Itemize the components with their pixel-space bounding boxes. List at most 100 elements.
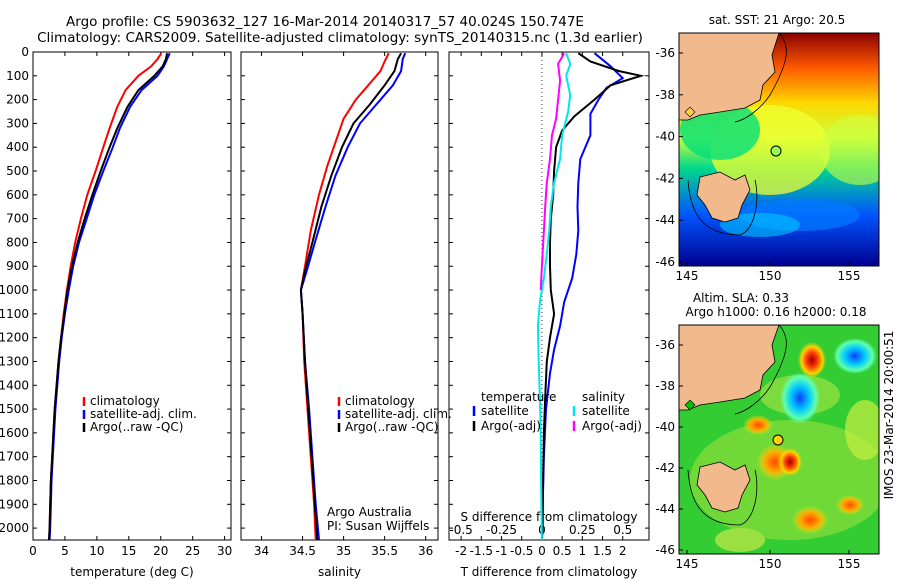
map-y-tick-label: -44 xyxy=(655,502,675,516)
x-tick-label: 36 xyxy=(418,544,433,558)
sla-map: Altim. SLA: 0.33 Argo h1000: 0.16 h2000:… xyxy=(655,291,880,571)
legend-climatology: climatology xyxy=(90,394,160,408)
plot-frame xyxy=(240,51,439,541)
y-tick-label: 900 xyxy=(6,259,29,273)
series-line-argo xyxy=(48,53,169,541)
salinity-legend: climatology satellite-adj. clim. Argo(..… xyxy=(327,394,452,533)
x-tick-label: 1.5 xyxy=(593,544,612,558)
legend-satellite: satellite-adj. clim. xyxy=(90,407,197,421)
y-tick-label: 1100 xyxy=(0,307,29,321)
map-y-tick-label: -38 xyxy=(655,379,675,393)
legend-argo: Argo(..raw -QC) xyxy=(90,420,183,434)
x-tick-label: -0.5 xyxy=(510,544,533,558)
sla-map-title-1: Altim. SLA: 0.33 xyxy=(693,291,789,305)
x-axis-label: temperature (deg C) xyxy=(70,565,193,579)
y-tick-label: 1200 xyxy=(0,331,29,345)
legend-satellite: satellite-adj. clim. xyxy=(345,407,452,421)
map-y-tick-label: -46 xyxy=(655,255,675,269)
map-y-tick-label: -40 xyxy=(655,420,675,434)
sst-map: sat. SST: 21 Argo: 20.5 -36 -38 -40 -42 -44 -… xyxy=(655,13,880,283)
y-tick-label: 1700 xyxy=(0,450,29,464)
y-tick-label: 1000 xyxy=(0,283,29,297)
y-tick-label: 1900 xyxy=(0,497,29,511)
map-x-tick-label: 155 xyxy=(838,269,861,283)
plot-frame xyxy=(32,51,232,541)
x-tick-label: 25 xyxy=(185,544,200,558)
map-x-tick-label: 145 xyxy=(676,269,699,283)
sst-map-title: sat. SST: 21 Argo: 20.5 xyxy=(709,13,846,27)
y-tick-label: 1500 xyxy=(0,402,29,416)
x-tick-label: 0 xyxy=(29,544,37,558)
annotation-argo-australia: Argo Australia xyxy=(327,505,412,519)
map-x-tick-label: 145 xyxy=(676,557,699,571)
top-tick-label: -0.5 xyxy=(449,523,472,537)
plot-frame xyxy=(448,51,650,541)
temperature-legend: climatology satellite-adj. clim. Argo(..… xyxy=(82,394,197,434)
map-x-tick-label: 155 xyxy=(838,557,861,571)
top-tick-label: -0.25 xyxy=(486,523,517,537)
y-tick-label: 1600 xyxy=(0,426,29,440)
legend-argo: Argo(..raw -QC) xyxy=(345,420,438,434)
legend-sal-argo: Argo(-adj) xyxy=(582,419,642,433)
temperature-profile-panel: 0 5 10 15 20 25 300100200300400500600700800900… xyxy=(0,45,232,579)
y-tick-label: 500 xyxy=(6,164,29,178)
map-y-tick-label: -38 xyxy=(655,88,675,102)
legend-temp-argo: Argo(-adj) xyxy=(481,419,541,433)
y-tick-label: 200 xyxy=(6,93,29,107)
y-tick-label: 700 xyxy=(6,212,29,226)
x-tick-label: 20 xyxy=(153,544,168,558)
legend-salinity-heading: salinity xyxy=(582,390,625,404)
salinity-profile-panel: 34 34.5 35 35.5 36 salinity xyxy=(240,51,439,579)
legend-climatology: climatology xyxy=(345,394,415,408)
x-tick-label: 30 xyxy=(217,544,232,558)
map-x-tick-label: 150 xyxy=(759,557,782,571)
x-tick-label: 15 xyxy=(121,544,136,558)
map-y-tick-label: -44 xyxy=(655,213,675,227)
map-y-tick-label: -36 xyxy=(655,46,675,60)
title-line-1: Argo profile: CS 5903632_127 16-Mar-2014… xyxy=(66,14,584,30)
y-tick-label: 600 xyxy=(6,188,29,202)
series-line-argo xyxy=(299,52,402,541)
sla-map-title-2: Argo h1000: 0.16 h2000: 0.18 xyxy=(686,305,867,319)
x-axis-label: T difference from climatology xyxy=(460,565,638,579)
x-tick-label: -1 xyxy=(496,544,508,558)
y-tick-label: 1300 xyxy=(0,354,29,368)
y-tick-label: 1400 xyxy=(0,378,29,392)
x-tick-label: -2 xyxy=(455,544,467,558)
legend-sal-satellite: satellite xyxy=(582,404,630,418)
title-line-2: Climatology: CARS2009. Satellite-adjuste… xyxy=(37,30,643,46)
top-tick-label: 0.5 xyxy=(613,523,632,537)
x-tick-label: 10 xyxy=(89,544,104,558)
x-tick-label: 0 xyxy=(538,544,546,558)
x-axis-label: salinity xyxy=(318,565,361,579)
y-tick-label: 800 xyxy=(6,235,29,249)
x-tick-label: 34 xyxy=(254,544,269,558)
map-y-tick-label: -46 xyxy=(655,543,675,557)
legend-temp-satellite: satellite xyxy=(481,404,529,418)
series-line-cyan xyxy=(536,52,572,541)
y-tick-label: 100 xyxy=(6,69,29,83)
y-tick-label: 1800 xyxy=(0,473,29,487)
map-x-tick-label: 150 xyxy=(759,269,782,283)
y-tick-label: 0 xyxy=(21,45,29,59)
x-tick-label: 5 xyxy=(61,544,69,558)
legend-temperature-heading: temperature xyxy=(481,390,556,404)
x-tick-label: -1.5 xyxy=(470,544,493,558)
x-tick-label: 35.5 xyxy=(371,544,398,558)
top-tick-label: 0.25 xyxy=(569,523,596,537)
x-tick-label: 1 xyxy=(579,544,587,558)
map-y-tick-label: -42 xyxy=(655,461,675,475)
x-tick-label: 0.5 xyxy=(553,544,572,558)
map-y-tick-label: -42 xyxy=(655,171,675,185)
map-y-tick-label: -36 xyxy=(655,338,675,352)
annotation-pi: PI: Susan Wijffels xyxy=(327,519,429,533)
x-tick-label: 35 xyxy=(336,544,351,558)
map-y-tick-label: -40 xyxy=(655,130,675,144)
y-tick-label: 400 xyxy=(6,140,29,154)
difference-profile-panel: -2 -1.5 -1 -0.5 0 0.5 1 1.5 2T difference from c… xyxy=(448,51,650,579)
secondary-axis-label: S difference from climatology xyxy=(461,510,638,524)
imos-timestamp: IMOS 23-Mar-2014 20:00:51 xyxy=(882,331,896,500)
difference-legend: temperature satellite Argo(-adj) salinit… xyxy=(472,390,642,433)
series-line-magenta xyxy=(539,52,566,291)
